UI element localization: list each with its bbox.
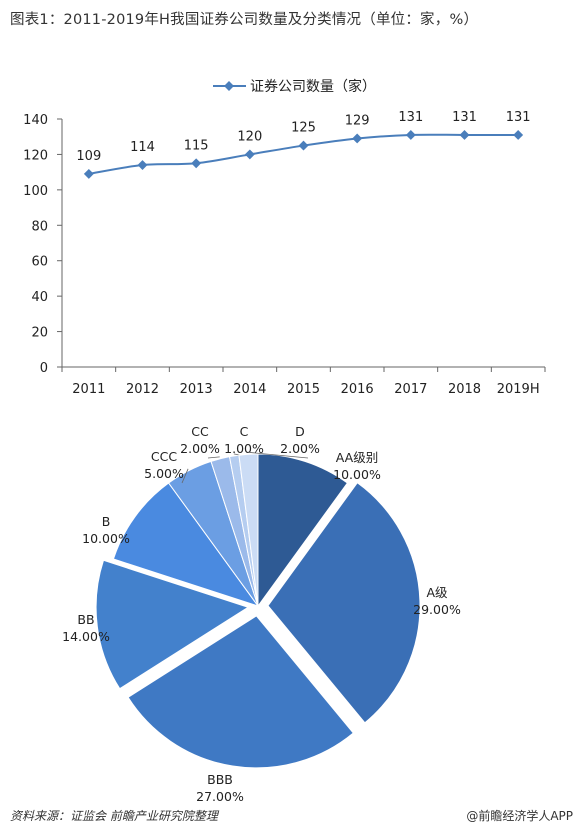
legend-marker-icon [224, 81, 234, 91]
data-label: 125 [291, 121, 316, 136]
slice-label: BBB [207, 772, 233, 787]
slice-label: D [295, 424, 305, 439]
source-note: 资料来源：证监会 前瞻产业研究院整理 [10, 809, 218, 823]
legend: 证券公司数量（家） [213, 78, 376, 95]
slice-value-label: 29.00% [413, 602, 461, 617]
data-point [244, 149, 255, 160]
y-tick-label: 140 [23, 113, 48, 128]
slice-value-label: 14.00% [62, 629, 110, 644]
slice-value-label: 1.00% [224, 441, 264, 456]
pie-slice [112, 482, 260, 607]
data-point [191, 158, 202, 169]
data-label: 109 [76, 149, 101, 164]
slice-label: BB [77, 612, 94, 627]
slice-label: AA级别 [336, 450, 378, 465]
x-tick-label: 2017 [394, 382, 427, 397]
slice-label: CC [191, 424, 209, 439]
x-tick-label: 2019H [497, 382, 540, 397]
leader-line [248, 451, 309, 459]
x-tick-label: 2013 [180, 382, 213, 397]
data-label: 115 [184, 138, 209, 153]
data-label: 131 [452, 110, 477, 125]
pie-slice [95, 559, 250, 690]
slice-label: CCC [151, 449, 177, 464]
y-tick-label: 120 [23, 148, 48, 163]
slice-label: A级 [426, 585, 448, 600]
y-tick-label: 100 [23, 184, 48, 199]
slice-value-label: 5.00% [144, 466, 184, 481]
data-point [513, 129, 524, 140]
y-tick-label: 80 [31, 219, 48, 234]
data-point [137, 160, 148, 171]
pie-slice [238, 453, 259, 607]
y-tick-label: 0 [40, 361, 48, 376]
x-tick-label: 2015 [287, 382, 320, 397]
y-tick-label: 40 [31, 290, 48, 305]
leader-line [207, 456, 220, 459]
slice-value-label: 2.00% [280, 441, 320, 456]
y-tick-label: 20 [31, 326, 48, 341]
data-point [459, 129, 470, 140]
x-tick-label: 2012 [126, 382, 159, 397]
data-label: 131 [398, 110, 423, 125]
x-tick-label: 2016 [341, 382, 374, 397]
page-title: 图表1：2011-2019年H我国证券公司数量及分类情况（单位：家，%） [10, 12, 479, 28]
x-tick-label: 2014 [233, 382, 266, 397]
data-label: 120 [237, 129, 262, 144]
data-point [83, 168, 94, 179]
data-point [405, 129, 416, 140]
data-label: 114 [130, 140, 155, 155]
slice-value-label: 2.00% [180, 441, 220, 456]
data-label: 129 [345, 113, 370, 128]
brand-label: @前瞻经济学人APP [466, 809, 573, 823]
x-tick-label: 2018 [448, 382, 481, 397]
legend-label: 证券公司数量（家） [250, 78, 376, 95]
slice-label: B [102, 514, 111, 529]
pie-slice [257, 453, 349, 608]
pie-slice [127, 615, 355, 769]
pie-slice [267, 482, 421, 724]
y-tick-label: 60 [31, 255, 48, 270]
leader-line [181, 468, 189, 484]
slice-value-label: 10.00% [333, 467, 381, 482]
slice-value-label: 10.00% [82, 531, 130, 546]
data-point [352, 133, 363, 144]
data-label: 131 [506, 110, 531, 125]
x-tick-label: 2011 [72, 382, 105, 397]
data-point [298, 140, 309, 151]
slice-label: C [240, 424, 249, 439]
slice-value-label: 27.00% [196, 789, 244, 804]
line-chart: 证券公司数量（家） 0 20 40 60 80 100 120 140 2011 2012 2013 2… [23, 78, 546, 397]
